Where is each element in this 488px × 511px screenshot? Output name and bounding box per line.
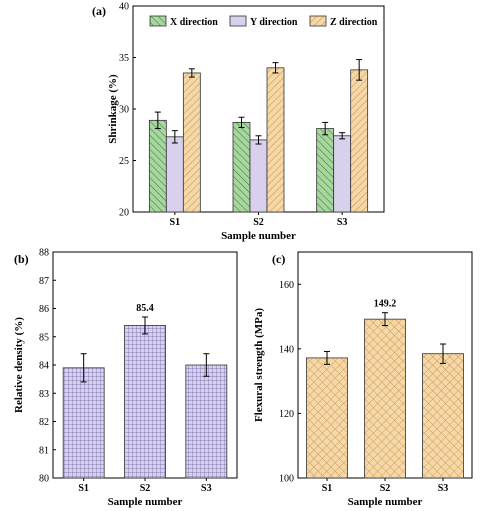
y-tick-label: 88 [39, 248, 49, 259]
y-axis-label: Flexural strength (MPa) [253, 308, 265, 422]
y-tick-label: 82 [39, 417, 49, 428]
y-tick-label: 80 [39, 474, 49, 485]
y-tick-label: 87 [39, 276, 49, 287]
bar [165, 136, 184, 213]
x-tick-label: S3 [201, 483, 212, 494]
x-tick-label: S1 [170, 217, 181, 228]
y-tick-label: 40 [119, 2, 129, 13]
y-tick-label: 120 [279, 409, 294, 420]
bar [124, 325, 166, 479]
bar [266, 67, 285, 213]
x-tick-label: S1 [78, 483, 89, 494]
panel-c-flexural-strength: 100 120 140 160 S1 S2 S3 149.2 Sample number Flex… [253, 251, 473, 508]
y-tick-label: 30 [119, 105, 129, 116]
x-tick-label: S2 [253, 217, 264, 228]
x-axis-label: Sample number [348, 496, 423, 508]
y-tick-label: 140 [279, 344, 294, 355]
x-axis-label: Sample number [108, 496, 183, 508]
bar [333, 135, 352, 213]
data-label: 85.4 [136, 303, 154, 314]
x-tick-label: S3 [438, 483, 449, 494]
bar [350, 69, 369, 213]
panel-label: (c) [272, 252, 285, 266]
y-tick-label: 85 [39, 332, 49, 343]
y-tick-label: 81 [39, 445, 49, 456]
y-tick-label: 35 [119, 53, 129, 64]
bar [422, 353, 464, 479]
data-label: 149.2 [374, 299, 397, 310]
legend-label: X direction [170, 17, 218, 28]
bar [182, 72, 201, 213]
y-tick-label: 83 [39, 389, 49, 400]
panel-b-relative-density: 80 81 82 83 84 85 86 87 88 S1 S2 S3 85.4 Sample numbe… [13, 248, 238, 508]
y-tick-label: 20 [119, 208, 129, 219]
y-tick-label: 100 [279, 474, 294, 485]
legend-swatch [149, 15, 167, 27]
x-axis-label: Sample number [221, 230, 296, 242]
bar [316, 128, 335, 213]
y-tick-label: 84 [39, 361, 49, 372]
y-axis-label: Shrinkage (%) [107, 74, 119, 144]
y-tick-label: 86 [39, 304, 49, 315]
y-tick-label: 25 [119, 156, 129, 167]
panel-label: (b) [14, 252, 29, 266]
bar [185, 364, 228, 479]
legend-swatch [309, 15, 327, 27]
legend-label: Y direction [250, 17, 298, 28]
x-tick-label: S3 [337, 217, 348, 228]
x-tick-label: S1 [322, 483, 333, 494]
y-tick-label: 160 [279, 280, 294, 291]
bar [232, 121, 251, 213]
legend-swatch [229, 15, 247, 27]
bar [148, 119, 167, 213]
panel-a-shrinkage: 20 25 30 35 40 S1 S2 S3 Sample number Shrinkage (… [92, 2, 385, 242]
legend-label: Z direction [330, 17, 378, 28]
panel-label: (a) [92, 4, 106, 18]
bar [249, 139, 268, 213]
bar [364, 318, 406, 479]
y-axis-label: Relative density (%) [13, 317, 25, 413]
x-tick-label: S2 [140, 483, 151, 494]
x-tick-label: S2 [380, 483, 391, 494]
bar [306, 357, 348, 479]
bar [62, 367, 105, 479]
